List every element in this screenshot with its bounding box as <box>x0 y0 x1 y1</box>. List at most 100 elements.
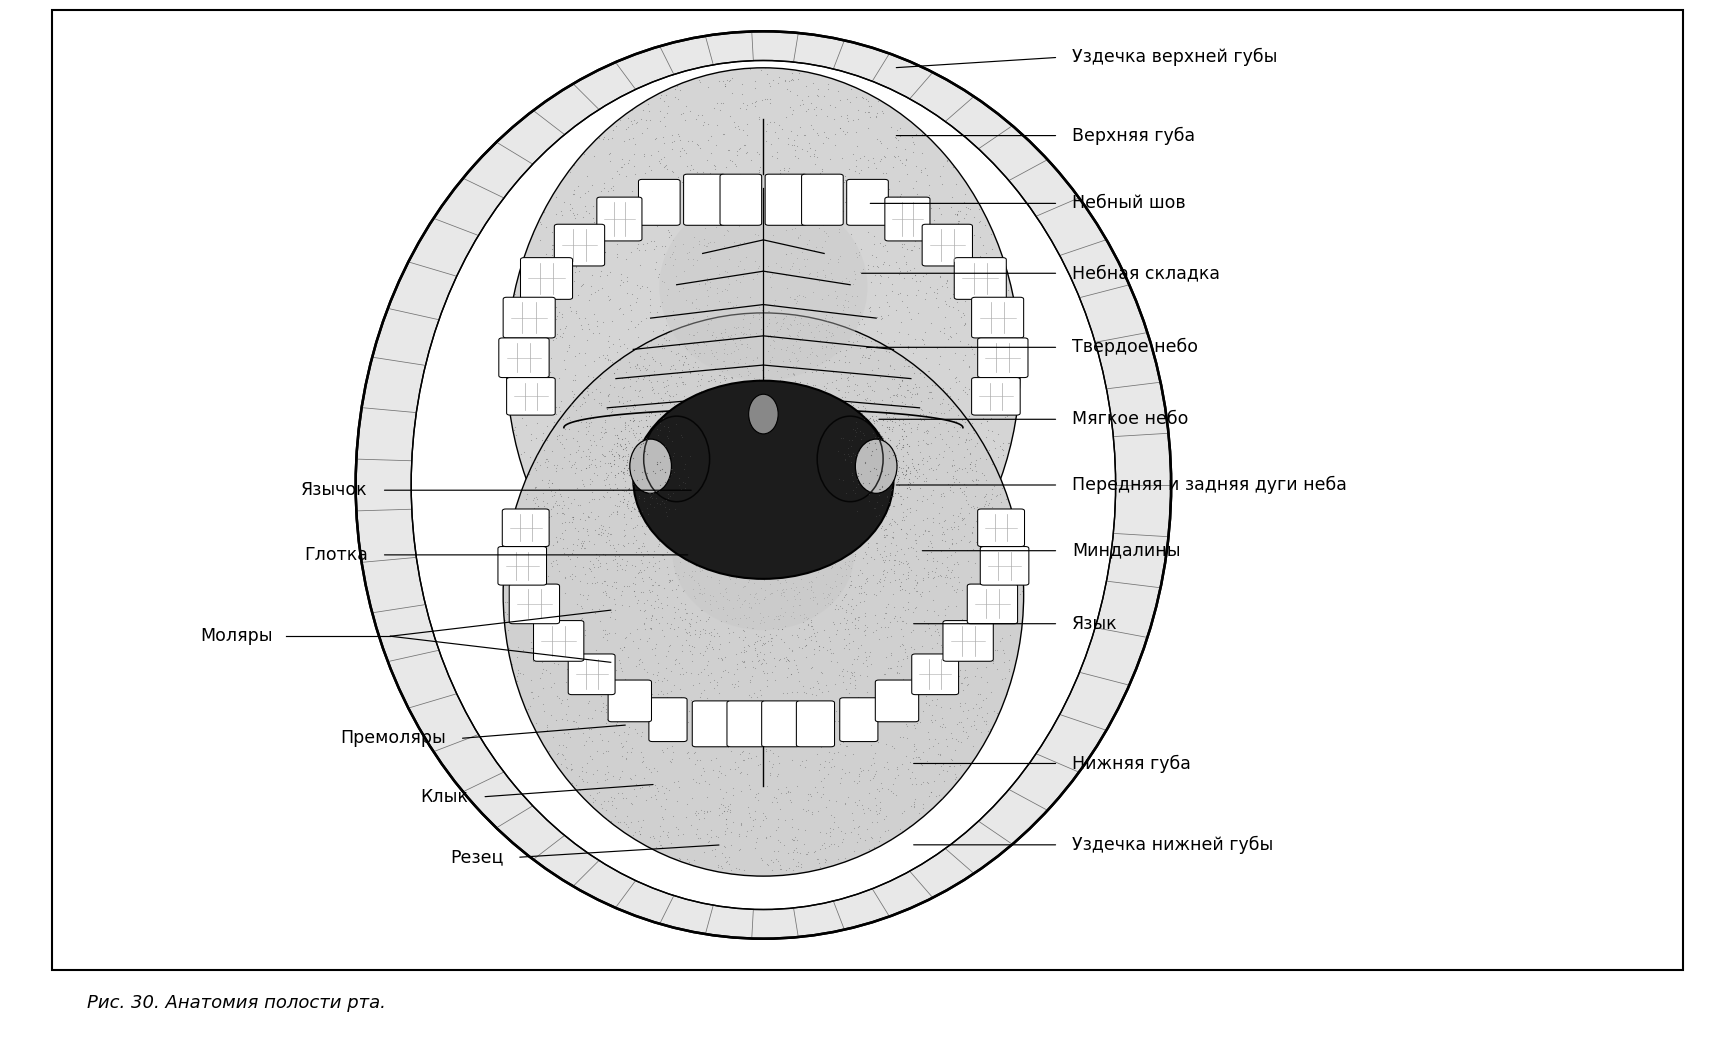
Point <box>654 286 682 302</box>
Point <box>645 577 673 593</box>
Point <box>524 633 552 650</box>
Point <box>658 141 685 157</box>
Point <box>583 743 611 759</box>
Point <box>758 630 786 647</box>
Point <box>685 300 713 317</box>
Point <box>713 852 741 869</box>
Point <box>727 507 755 524</box>
Point <box>533 722 560 738</box>
Point <box>597 291 625 308</box>
Point <box>868 478 895 494</box>
Point <box>829 422 857 439</box>
Point <box>616 697 644 713</box>
Point <box>909 679 937 696</box>
Point <box>680 257 708 273</box>
Point <box>691 544 718 561</box>
Point <box>958 431 985 447</box>
Point <box>743 785 770 802</box>
Point <box>838 601 866 617</box>
Point <box>940 463 968 480</box>
Point <box>899 775 926 792</box>
Point <box>658 509 685 526</box>
Point <box>612 192 640 209</box>
Point <box>722 155 750 172</box>
Point <box>897 638 925 655</box>
Point <box>887 657 914 674</box>
Point <box>909 492 937 509</box>
Point <box>899 539 926 556</box>
Point <box>567 277 595 294</box>
Point <box>878 488 906 505</box>
Point <box>760 226 788 243</box>
Point <box>713 738 741 755</box>
Point <box>642 490 670 507</box>
Point <box>540 655 567 672</box>
Point <box>708 513 736 530</box>
Point <box>675 420 703 437</box>
Point <box>713 783 741 800</box>
Point <box>1003 612 1031 629</box>
Point <box>791 241 819 258</box>
Point <box>645 266 673 283</box>
Point <box>671 596 699 612</box>
Point <box>576 533 604 550</box>
Point <box>734 750 762 767</box>
Point <box>793 385 821 402</box>
Point <box>944 241 972 258</box>
Point <box>890 644 918 660</box>
Point <box>628 548 656 564</box>
Point <box>904 306 932 322</box>
Point <box>944 580 972 597</box>
Point <box>769 608 796 625</box>
Point <box>635 474 663 490</box>
Point <box>840 407 868 423</box>
Point <box>755 467 782 484</box>
Point <box>852 402 880 418</box>
Point <box>812 307 840 323</box>
Point <box>515 552 543 568</box>
Point <box>626 562 654 579</box>
Point <box>781 528 809 544</box>
Point <box>626 727 654 744</box>
Point <box>774 652 802 669</box>
Point <box>717 452 744 468</box>
Point <box>508 364 536 381</box>
Point <box>809 779 836 796</box>
Point <box>835 503 862 519</box>
Point <box>751 526 779 542</box>
Point <box>725 340 753 357</box>
Point <box>989 581 1017 598</box>
Point <box>878 627 906 644</box>
Point <box>796 418 824 435</box>
Point <box>649 839 677 855</box>
Point <box>821 555 848 572</box>
Point <box>906 750 933 767</box>
Point <box>729 654 756 671</box>
Point <box>970 712 998 729</box>
Point <box>588 429 616 445</box>
Point <box>566 189 593 205</box>
Point <box>666 447 694 464</box>
Point <box>633 663 661 680</box>
Point <box>928 518 956 535</box>
Point <box>848 694 876 710</box>
Point <box>810 486 838 503</box>
Point <box>897 481 925 498</box>
Point <box>845 165 873 181</box>
Point <box>621 319 649 336</box>
Point <box>555 337 583 354</box>
Point <box>812 266 840 283</box>
Point <box>836 366 864 383</box>
Point <box>520 460 548 477</box>
Point <box>665 534 692 551</box>
Point <box>786 858 814 875</box>
Point <box>774 365 802 382</box>
Point <box>786 373 814 390</box>
Point <box>632 93 659 110</box>
Point <box>762 446 789 463</box>
Point <box>942 543 970 560</box>
Point <box>727 841 755 857</box>
Point <box>911 212 939 228</box>
Point <box>824 183 852 199</box>
Point <box>697 496 725 513</box>
